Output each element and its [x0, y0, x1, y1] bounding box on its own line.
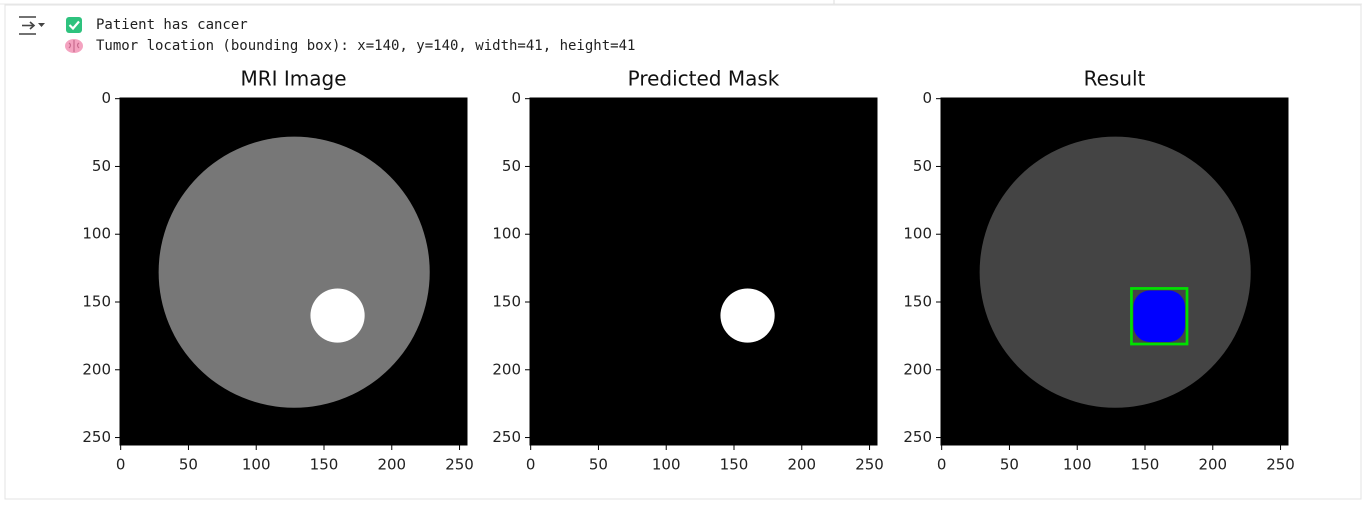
x-tick-label: 200 — [1198, 456, 1227, 474]
axes-frame — [529, 97, 878, 446]
x-tick-label: 150 — [310, 456, 339, 474]
axes-frame — [940, 97, 1289, 446]
x-tick-label: 250 — [445, 456, 474, 474]
panel-title: Result — [1084, 67, 1146, 91]
y-tick-label: 100 — [492, 225, 521, 243]
x-tick-label: 150 — [720, 456, 749, 474]
x-tick-label: 100 — [1063, 456, 1092, 474]
mri-image — [120, 98, 467, 445]
y-tick-label: 100 — [82, 225, 111, 243]
panel-title: MRI Image — [240, 67, 346, 91]
y-tick-label: 200 — [903, 360, 932, 378]
x-tick-label: 250 — [855, 456, 884, 474]
x-tick-label: 200 — [787, 456, 816, 474]
output-toggle[interactable] — [19, 16, 45, 35]
x-tick-label: 150 — [1131, 456, 1160, 474]
x-tick-label: 50 — [179, 456, 198, 474]
y-tick-label: 200 — [492, 360, 521, 378]
mask-image — [530, 98, 877, 445]
x-tick-label: 100 — [242, 456, 271, 474]
x-tick-label: 250 — [1266, 456, 1295, 474]
y-tick-label: 250 — [903, 428, 932, 446]
brain-icon — [65, 39, 83, 53]
x-tick-label: 100 — [652, 456, 681, 474]
y-tick-label: 0 — [922, 89, 932, 107]
y-tick-label: 200 — [82, 360, 111, 378]
y-tick-label: 150 — [492, 292, 521, 310]
panel-title: Predicted Mask — [628, 67, 780, 91]
x-tick-label: 50 — [589, 456, 608, 474]
y-tick-label: 250 — [492, 428, 521, 446]
y-tick-label: 150 — [82, 292, 111, 310]
y-tick-label: 0 — [511, 89, 521, 107]
result-image — [941, 98, 1288, 445]
y-tick-label: 100 — [903, 225, 932, 243]
y-tick-label: 250 — [82, 428, 111, 446]
y-tick-label: 50 — [913, 157, 932, 175]
y-tick-label: 50 — [502, 157, 521, 175]
y-tick-label: 150 — [903, 292, 932, 310]
output-line: Tumor location (bounding box): x=140, y=… — [96, 38, 635, 54]
x-tick-label: 50 — [1000, 456, 1019, 474]
y-tick-label: 0 — [101, 89, 111, 107]
x-tick-label: 0 — [116, 456, 126, 474]
y-tick-label: 50 — [92, 157, 111, 175]
x-tick-label: 200 — [377, 456, 406, 474]
output-line: Patient has cancer — [96, 17, 248, 33]
check-icon — [66, 17, 82, 33]
x-tick-label: 0 — [526, 456, 536, 474]
axes-frame — [119, 97, 468, 446]
x-tick-label: 0 — [937, 456, 947, 474]
